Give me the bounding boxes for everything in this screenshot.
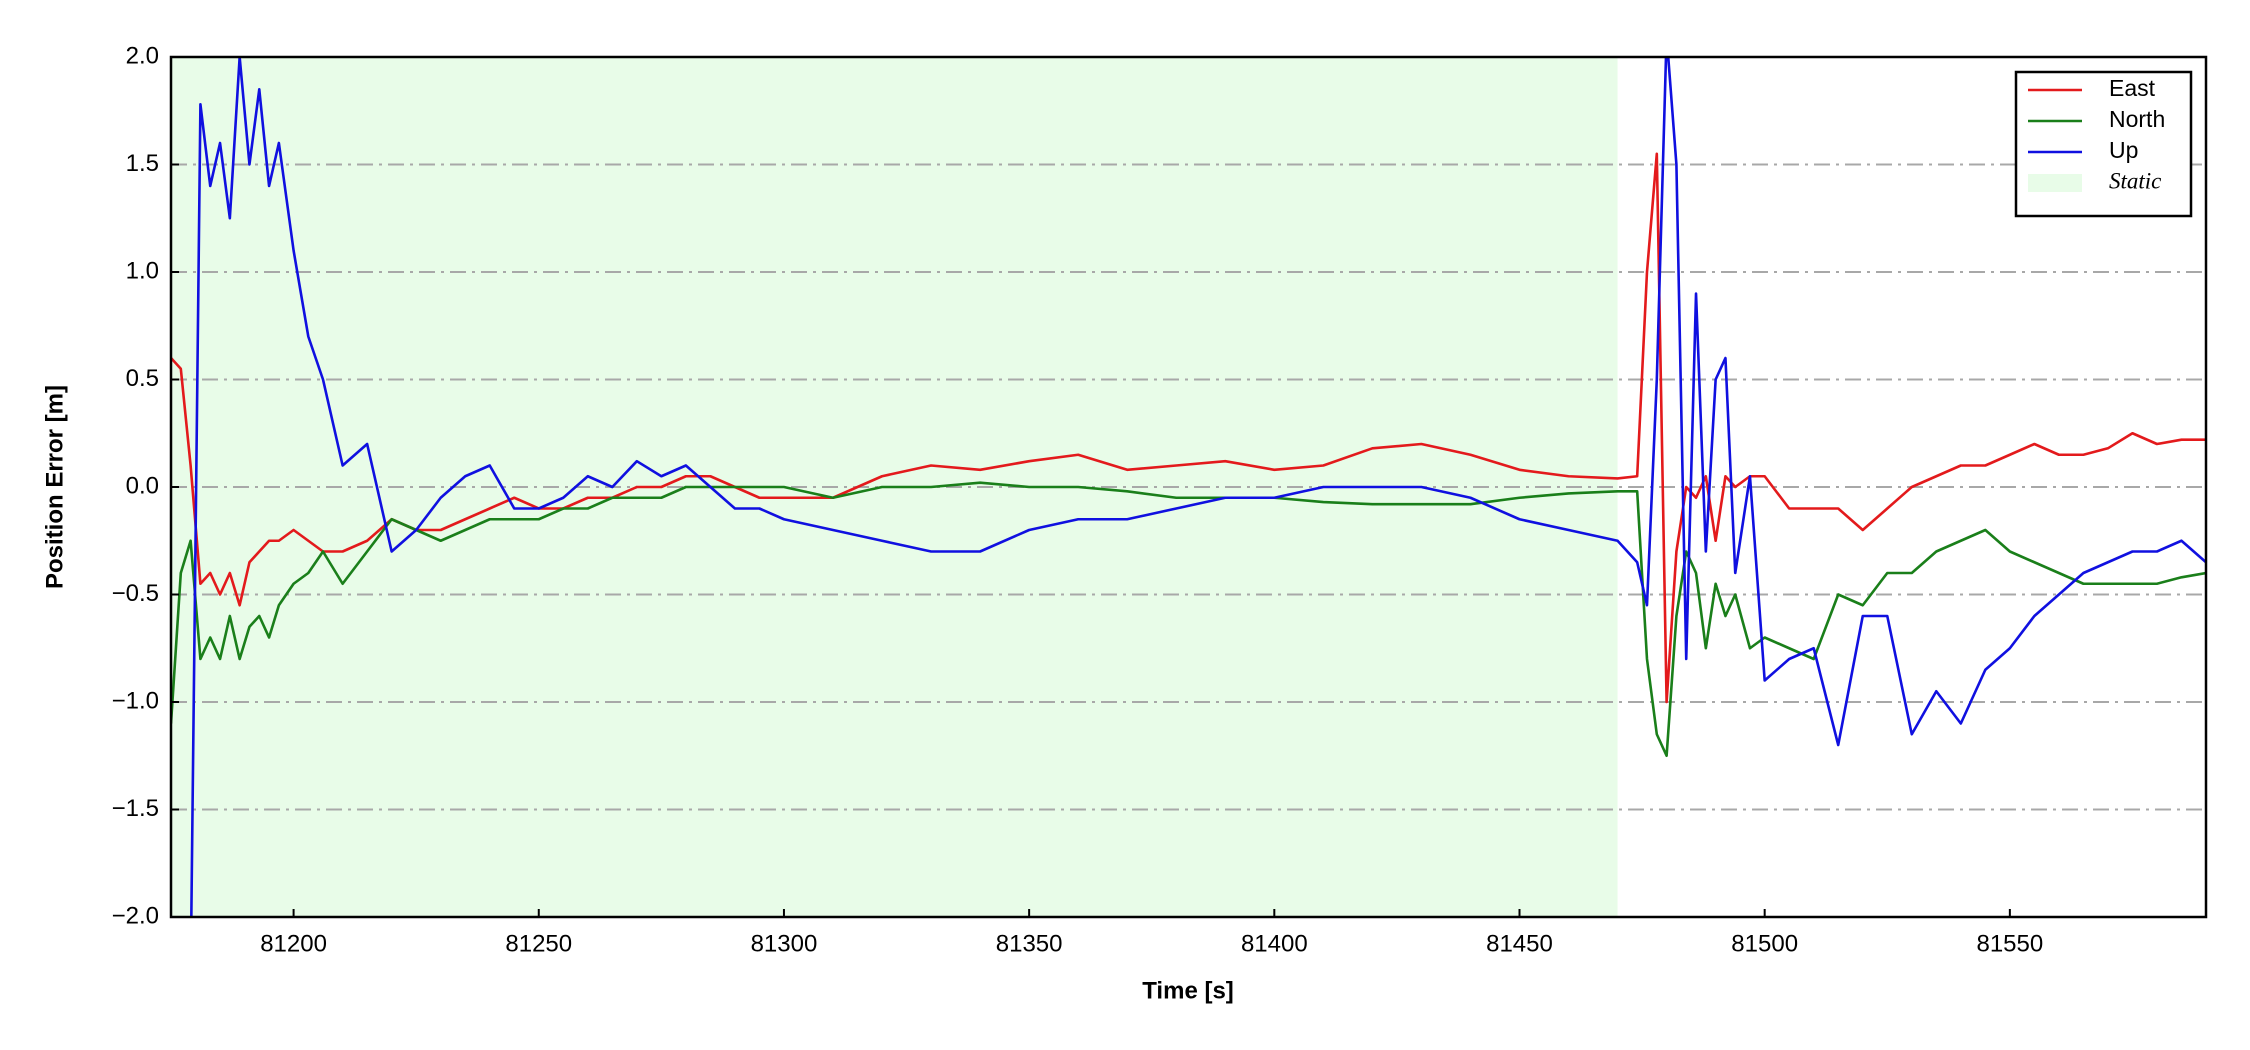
x-axis-title: Time [s] bbox=[1142, 977, 1234, 1004]
x-tick-label: 81450 bbox=[1486, 930, 1553, 957]
legend: East North Up Static bbox=[2014, 70, 2193, 218]
x-tick-label: 81300 bbox=[751, 930, 818, 957]
legend-label: North bbox=[2109, 106, 2165, 132]
y-tick-label: 0.0 bbox=[126, 472, 159, 499]
x-tick-label: 81550 bbox=[1976, 930, 2043, 957]
plot-frame bbox=[169, 55, 2208, 919]
x-tick-label: 81200 bbox=[260, 930, 327, 957]
y-tick-label: 1.5 bbox=[126, 150, 159, 177]
y-tick-label: 1.0 bbox=[126, 257, 159, 284]
x-tick-label: 81400 bbox=[1241, 930, 1308, 957]
y-tick-label: −0.5 bbox=[112, 580, 159, 607]
series-line bbox=[190, 57, 2206, 917]
legend-label: East bbox=[2109, 75, 2156, 101]
legend-label: Static bbox=[2109, 168, 2161, 193]
plot-area bbox=[171, 57, 2206, 917]
y-tick-label: 0.5 bbox=[126, 365, 159, 392]
y-tick-label: 2.0 bbox=[126, 42, 159, 69]
legend-label: Up bbox=[2109, 137, 2138, 163]
x-tick-label: 81500 bbox=[1731, 930, 1798, 957]
y-tick-label: −1.0 bbox=[112, 687, 159, 714]
y-tick-label: −1.5 bbox=[112, 795, 159, 822]
x-tick-label: 81250 bbox=[505, 930, 572, 957]
y-axis-title: Position Error [m] bbox=[41, 385, 68, 589]
legend-swatch bbox=[2028, 174, 2082, 192]
series-line bbox=[171, 481, 2206, 758]
y-tick-label: −2.0 bbox=[112, 902, 159, 929]
x-tick-label: 81350 bbox=[996, 930, 1063, 957]
legend-box bbox=[2014, 70, 2193, 218]
series-line bbox=[171, 152, 2206, 704]
